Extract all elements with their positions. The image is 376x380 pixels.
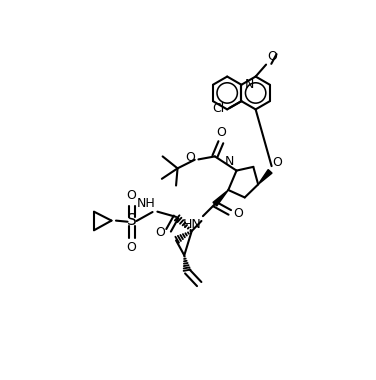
Text: S: S <box>127 214 137 228</box>
Text: O: O <box>268 50 277 63</box>
Text: HN: HN <box>182 218 201 231</box>
Text: Cl: Cl <box>213 102 225 115</box>
Text: N: N <box>225 155 234 168</box>
Text: O: O <box>127 189 136 202</box>
Text: O: O <box>127 241 136 254</box>
Text: O: O <box>233 207 243 220</box>
Polygon shape <box>258 169 272 184</box>
Text: O: O <box>185 151 195 165</box>
Polygon shape <box>213 190 228 206</box>
Text: NH: NH <box>137 197 156 210</box>
Text: N: N <box>245 78 255 90</box>
Text: O: O <box>216 126 226 139</box>
Text: O: O <box>272 156 282 169</box>
Text: O: O <box>155 226 165 239</box>
